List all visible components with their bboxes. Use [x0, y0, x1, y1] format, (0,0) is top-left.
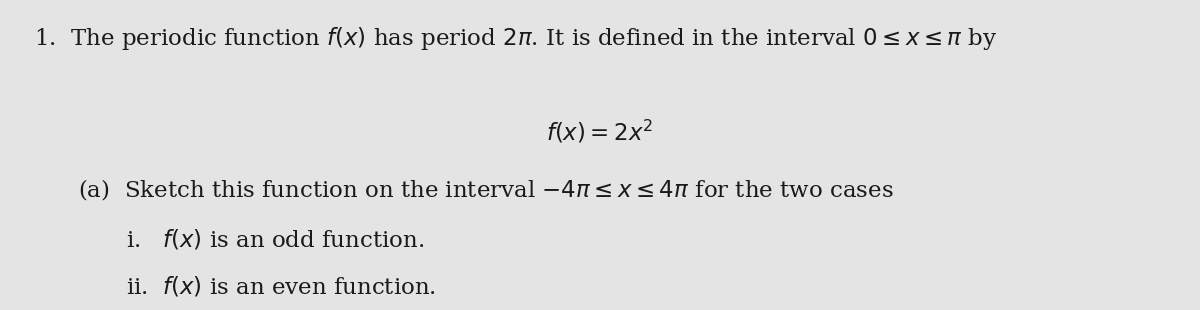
Text: 1.  The periodic function $f(x)$ has period $2\pi$. It is defined in the interva: 1. The periodic function $f(x)$ has peri…: [34, 25, 997, 52]
Text: i.   $f(x)$ is an odd function.: i. $f(x)$ is an odd function.: [126, 228, 425, 252]
Text: $f(x) = 2x^2$: $f(x) = 2x^2$: [546, 118, 654, 145]
Text: ii.  $f(x)$ is an even function.: ii. $f(x)$ is an even function.: [126, 274, 436, 298]
Text: (a)  Sketch this function on the interval $-4\pi \leq x \leq 4\pi$ for the two c: (a) Sketch this function on the interval…: [78, 177, 894, 202]
